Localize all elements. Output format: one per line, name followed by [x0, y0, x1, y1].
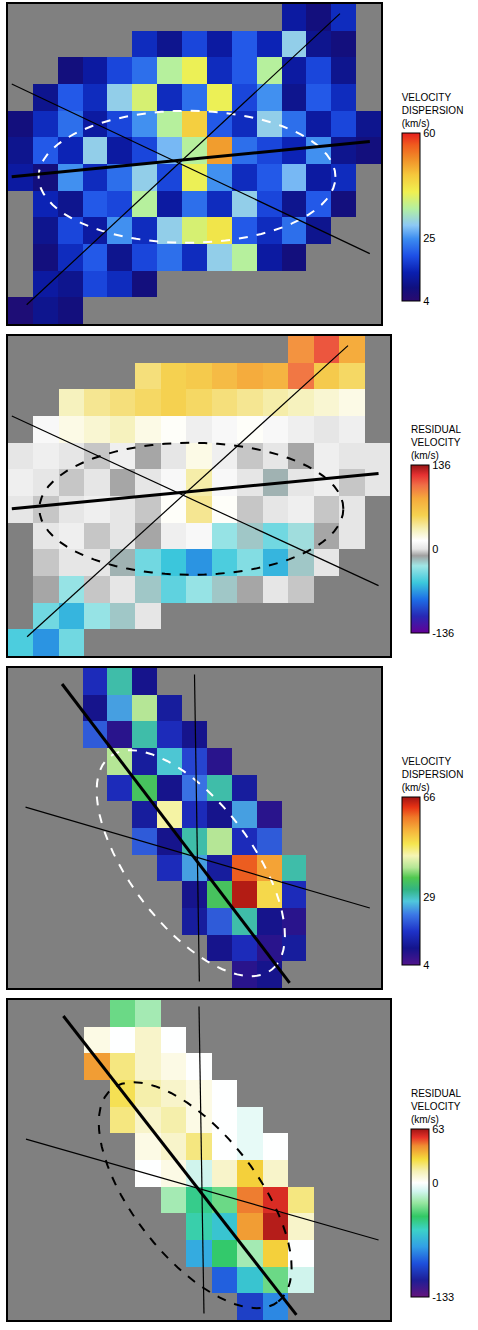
svg-text:VELOCITYDISPERSION(km/s): VELOCITYDISPERSION(km/s)	[402, 756, 464, 793]
svg-text:-133: -133	[432, 1291, 454, 1303]
svg-text:VELOCITYDISPERSION(km/s): VELOCITYDISPERSION(km/s)	[402, 92, 464, 129]
svg-text:-136: -136	[432, 627, 454, 639]
svg-text:25: 25	[423, 232, 435, 244]
svg-text:66: 66	[423, 791, 435, 803]
svg-text:136: 136	[432, 459, 450, 471]
svg-text:4: 4	[423, 959, 429, 971]
svg-text:29: 29	[423, 891, 435, 903]
svg-text:4: 4	[423, 295, 429, 307]
svg-text:0: 0	[432, 543, 438, 555]
svg-text:63: 63	[432, 1123, 444, 1135]
svg-text:60: 60	[423, 127, 435, 139]
svg-text:RESIDUALVELOCITY(km/s): RESIDUALVELOCITY(km/s)	[411, 1088, 461, 1125]
svg-text:0: 0	[432, 1177, 438, 1189]
svg-text:RESIDUALVELOCITY(km/s): RESIDUALVELOCITY(km/s)	[411, 424, 461, 461]
